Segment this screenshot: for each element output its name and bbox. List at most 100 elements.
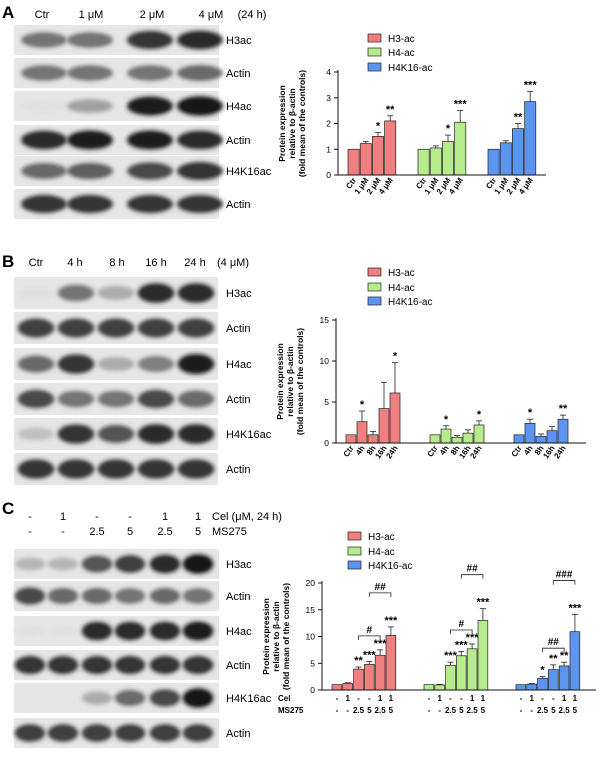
x-ms275-label: 2.5 <box>353 706 365 715</box>
comparison-bracket <box>542 647 565 653</box>
x-cel-label: - <box>449 694 452 703</box>
y-tick-label: 10 <box>320 356 330 366</box>
x-cel-label: - <box>357 694 360 703</box>
y-tick-label: 4 <box>326 67 331 77</box>
bar-h4k16-3 <box>548 669 559 691</box>
legend-swatch-h3 <box>367 267 382 277</box>
bar-h4-1 <box>440 428 452 444</box>
y-tick-label: 0 <box>326 170 331 180</box>
x-cel-label: 1 <box>481 694 486 703</box>
bar-h3-0 <box>347 148 360 176</box>
x-ms275-label: - <box>438 706 441 715</box>
cel-row-title: Cel (μM, 24 h) <box>212 511 282 523</box>
x-cel-label: 1 <box>562 694 567 703</box>
blot-label: Actin <box>226 68 250 80</box>
x-tick-label: 24h <box>468 444 483 461</box>
x-ms275-label: 5 <box>573 706 578 715</box>
lane-label: 16 h <box>145 257 166 269</box>
significance-mark: ** <box>354 655 363 667</box>
legend-label-h3: H3-ac <box>388 34 415 45</box>
blot-label: Actin <box>226 199 250 211</box>
legend-label-h4: H4-ac <box>388 283 415 294</box>
bar-h4k16-4 <box>557 418 569 444</box>
significance-mark: ** <box>386 104 395 116</box>
significance-mark: *** <box>384 615 398 627</box>
significance-mark: ** <box>549 653 558 665</box>
cel-lane-label: - <box>28 511 32 523</box>
comparison-bracket <box>460 574 484 579</box>
significance-mark: *** <box>455 639 469 651</box>
x-tick-label: 4 μM <box>517 176 535 196</box>
significance-mark: *** <box>524 79 538 91</box>
ms275-lane-label: - <box>28 526 32 538</box>
y-tick-label: 20 <box>306 578 316 588</box>
y-tick-label: 15 <box>306 605 316 615</box>
bar-h3-0 <box>331 684 343 691</box>
blot-strip-3 <box>14 383 218 415</box>
blot-strip-0 <box>14 549 219 579</box>
x-cel-label: 1 <box>529 694 534 703</box>
x-cel-label: - <box>336 694 339 703</box>
blot-strip-0 <box>14 25 224 55</box>
bar-h4k16-0 <box>487 148 500 176</box>
bar-h4-2 <box>442 141 454 176</box>
blot-strip-1 <box>14 312 218 344</box>
legend-swatch-h4k16 <box>347 560 362 570</box>
lane-label: 4 μM <box>199 9 224 21</box>
cel-lane-label: - <box>128 511 132 523</box>
x-tick-label: 24h <box>384 444 399 461</box>
significance-mark: ** <box>514 112 523 124</box>
significance-mark: *** <box>454 99 468 111</box>
bar-h3-4 <box>389 392 401 444</box>
x-ms275-label: 5 <box>389 706 394 715</box>
blot-strip-5 <box>14 453 218 485</box>
bar-h3-0 <box>345 434 357 444</box>
x-cel-label: - <box>428 694 431 703</box>
blot-strip-0 <box>14 277 218 309</box>
bar-h4k16-0 <box>515 684 527 691</box>
x-tick-label: 4h <box>522 444 535 457</box>
x-cel-label: - <box>552 694 555 703</box>
bar-h4k16-5 <box>569 631 581 691</box>
x-tick-label: 4h <box>438 444 451 457</box>
legend-swatch-h4 <box>367 282 382 292</box>
ms275-lane-label: 5 <box>195 526 201 538</box>
x-cel-label: 1 <box>378 694 383 703</box>
x-ms275-label: 5 <box>481 706 486 715</box>
comparison-bracket <box>358 635 381 640</box>
blot-label: H4ac <box>226 359 252 371</box>
blot-strip-4 <box>14 683 219 713</box>
x-tick-label: 8h <box>533 444 546 457</box>
blot-strip-4 <box>14 418 218 450</box>
bracket-label: ## <box>467 564 479 575</box>
x-ms275-label: 2.5 <box>537 706 549 715</box>
blot-strip-3 <box>14 125 224 155</box>
y-axis-label: Protein expressionrelative to β-actin(fo… <box>277 70 307 177</box>
bracket-label: ## <box>548 637 560 648</box>
blot-strip-5 <box>14 718 219 748</box>
legend-label-h4k16: H4K16-ac <box>388 63 432 74</box>
legend-swatch-h4k16 <box>367 296 382 306</box>
blot-strip-2 <box>14 616 219 646</box>
significance-mark: * <box>446 123 451 135</box>
blot-label: H4K16ac <box>226 166 272 178</box>
comparison-bracket <box>368 592 392 597</box>
blot-label: H4K16ac <box>226 429 272 441</box>
significance-mark: *** <box>466 632 480 644</box>
blot-label: Actin <box>226 394 250 406</box>
cel-lane-label: - <box>95 511 99 523</box>
lane-label: 1 μM <box>79 9 104 21</box>
significance-mark: * <box>477 409 482 421</box>
blot-label: H3ac <box>226 35 252 47</box>
bar-h4k16-2 <box>535 436 547 444</box>
bar-h4-3 <box>454 121 467 176</box>
legend-label-h4: H4-ac <box>388 48 415 59</box>
blot-strip-3 <box>14 650 219 680</box>
x-cel-label: - <box>460 694 463 703</box>
cel-lane-label: 1 <box>60 511 66 523</box>
panel-B: B Ctr 4 h 8 h 16 h 24 h (4 μM) H3ac Actin H4ac Act… <box>2 252 586 485</box>
panel-A: A Ctr 1 μM 2 μM 4 μM (24 h) H3ac Actin H4ac Actin… <box>2 3 546 219</box>
